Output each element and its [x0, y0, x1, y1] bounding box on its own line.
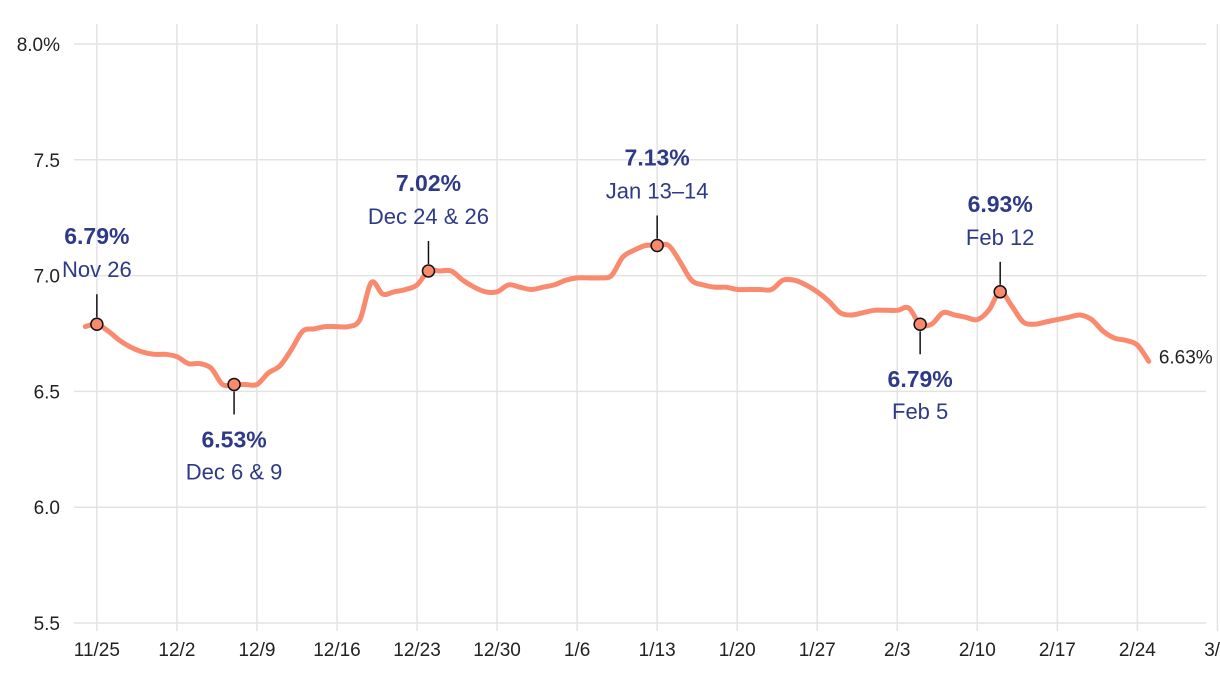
x-tick-label: 12/16 — [313, 640, 361, 661]
x-tick-label: 11/25 — [74, 640, 120, 661]
end-value-label: 6.63% — [1159, 347, 1213, 368]
y-tick-label: 5.5 — [34, 614, 60, 635]
annotation-value: 6.79% — [888, 366, 953, 392]
y-tick-label: 7.0 — [34, 267, 60, 288]
annotation-leader-lines — [96, 215, 1001, 415]
annotation-date: Dec 6 & 9 — [186, 459, 283, 484]
x-tick-label: 1/6 — [564, 640, 590, 661]
highlight-point — [421, 264, 436, 278]
x-axis-tick-labels: 11/25 12/2 12/9 12/16 12/23 12/30 1/6 1/13 1/20 1… — [74, 640, 1220, 661]
annotation-value: 6.93% — [968, 191, 1033, 217]
x-tick-label: 12/23 — [393, 640, 441, 661]
annotation-date: Dec 24 & 26 — [368, 204, 489, 229]
x-tick-label: 2/17 — [1039, 640, 1076, 661]
series-line — [82, 241, 1152, 389]
y-tick-label: 6.5 — [34, 382, 60, 403]
annotation-date: Feb 12 — [966, 225, 1035, 250]
annotation-value: 7.13% — [625, 144, 690, 170]
highlight-point — [993, 285, 1007, 299]
x-tick-label: 12/2 — [158, 640, 195, 661]
annotation-value: 7.02% — [396, 170, 461, 196]
x-tick-label: 12/30 — [473, 640, 521, 661]
annotations: 6.79% Nov 26 6.53% Dec 6 & 9 7.02% Dec 24 & 2… — [62, 144, 1034, 484]
x-tick-label: 2/10 — [959, 640, 996, 661]
x-tick-label: 1/20 — [719, 640, 756, 661]
annotation-date: Jan 13–14 — [606, 178, 709, 203]
y-tick-label: 8.0% — [17, 35, 60, 56]
y-tick-label: 7.5 — [34, 151, 60, 172]
x-tick-label: 1/13 — [639, 640, 676, 661]
annotation-date: Nov 26 — [62, 257, 132, 282]
x-tick-label: 2/24 — [1119, 640, 1156, 661]
highlight-point — [913, 317, 927, 331]
y-gridlines — [74, 43, 1206, 624]
highlight-point — [90, 317, 104, 331]
highlight-point — [227, 377, 241, 392]
annotation-value: 6.53% — [201, 426, 266, 452]
annotation-date: Feb 5 — [892, 399, 948, 424]
y-tick-label: 6.0 — [34, 498, 60, 519]
x-tick-label: 3/3 — [1204, 640, 1220, 661]
x-tick-label: 1/27 — [799, 640, 836, 661]
highlight-points — [90, 238, 1007, 392]
x-gridlines — [96, 24, 1219, 631]
x-tick-label: 12/9 — [238, 640, 275, 661]
y-axis-tick-labels: 5.5 6.0 6.5 7.0 7.5 8.0% — [17, 35, 60, 635]
annotation-value: 6.79% — [64, 223, 129, 249]
x-tick-label: 2/3 — [884, 640, 910, 661]
highlight-point — [650, 238, 664, 253]
